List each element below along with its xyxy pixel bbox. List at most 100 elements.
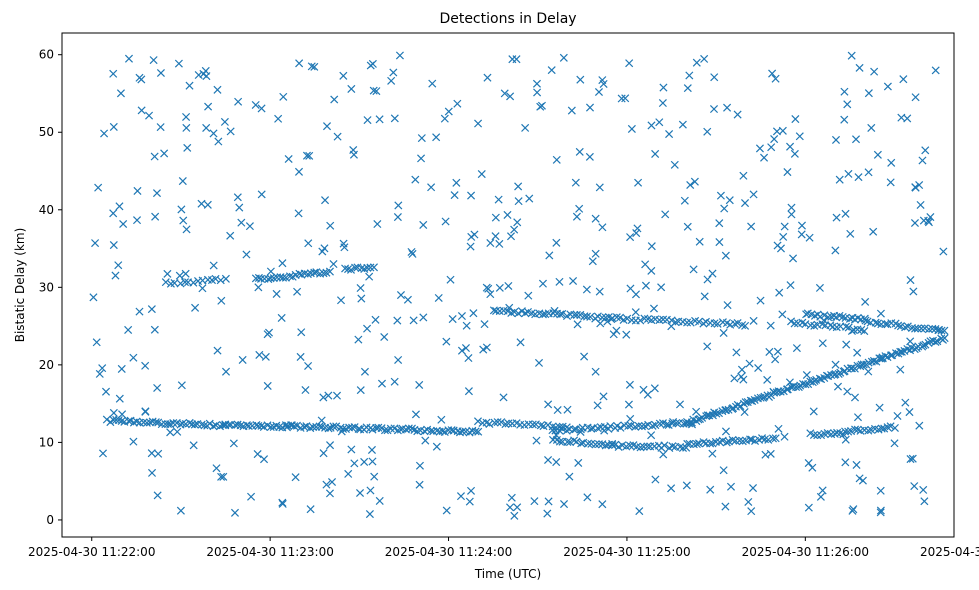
data-point-marker [843,387,852,396]
data-point-marker [598,223,607,232]
data-point-marker [683,439,692,448]
data-point-marker [380,426,390,435]
data-point-marker [878,353,887,362]
data-point-marker [818,339,827,348]
data-point-marker [490,418,499,427]
data-point-marker [683,84,692,93]
data-point-marker [692,407,701,416]
data-point-marker [301,385,310,395]
data-point-marker [939,247,948,256]
data-point-marker [621,94,630,103]
data-point-marker [306,505,315,514]
data-point-marker [689,265,698,274]
data-point-marker [427,183,436,192]
data-point-marker [151,418,160,427]
data-point-marker [864,89,873,98]
data-point-marker [124,417,133,426]
data-point-marker [670,160,679,169]
data-point-marker [816,492,825,501]
data-point-marker [655,118,664,127]
data-point-marker [789,254,798,263]
data-point-marker [839,430,848,439]
data-point-marker [582,285,591,294]
data-point-marker [831,246,840,255]
data-point-marker [500,89,509,98]
data-point-marker [850,393,860,402]
data-point-marker [212,464,221,473]
data-point-marker [296,352,305,361]
data-point-marker [612,326,621,335]
data-point-marker [533,88,542,97]
data-point-marker [647,266,656,275]
data-point-marker [360,457,369,466]
data-point-marker [756,296,765,305]
data-point-marker [888,351,897,360]
data-point-marker [595,287,604,296]
data-point-marker [625,380,634,389]
data-point-marker [861,297,870,306]
y-tick-label: 0 [46,513,54,527]
data-point-marker [600,426,609,435]
data-point-marker [819,316,828,325]
data-point-marker [157,420,166,429]
data-point-marker [229,439,238,448]
data-point-marker [910,482,919,491]
data-point-marker [274,114,283,123]
data-point-marker [495,239,504,248]
data-point-marker [686,318,695,327]
data-point-marker [233,193,242,202]
data-point-marker [373,219,382,229]
data-point-marker [622,330,631,339]
data-point-marker [434,293,443,303]
data-point-marker [109,241,118,250]
data-point-marker [452,178,461,187]
data-point-marker [213,85,222,94]
data-point-marker [109,69,118,78]
data-point-marker [501,420,510,429]
data-point-marker [389,68,398,77]
data-point-marker [612,313,621,322]
data-point-marker [665,130,674,139]
data-point-marker [899,75,908,84]
x-tick-label: 2025-04-30 11:27:00 [920,545,979,559]
data-point-marker [536,421,545,430]
data-point-marker [341,264,350,273]
data-point-marker [831,360,840,369]
data-point-marker [651,475,660,484]
data-point-marker [859,360,868,369]
data-point-marker [740,408,749,417]
data-point-marker [491,232,500,241]
data-point-marker [643,390,652,399]
data-point-marker [386,424,395,433]
data-point-marker [813,431,822,440]
data-point-marker [173,427,182,436]
data-point-marker [450,191,459,200]
data-point-marker [544,497,553,506]
data-point-marker [712,409,721,418]
data-point-marker [133,186,142,195]
data-point-marker [471,427,480,436]
data-point-marker [555,437,564,446]
data-point-marker [149,56,158,65]
data-point-marker [721,427,730,436]
data-point-marker [467,232,476,241]
data-point-marker [377,379,387,388]
data-point-marker [876,508,885,517]
data-point-marker [587,424,596,433]
data-point-marker [833,382,843,391]
data-point-marker [890,439,899,448]
data-point-marker [413,427,422,436]
data-point-marker [194,71,203,80]
data-point-marker [309,423,318,432]
data-point-marker [694,317,703,326]
data-point-marker [747,222,756,231]
data-point-marker [221,274,230,283]
data-point-marker [494,195,503,204]
data-point-marker [491,213,500,222]
data-point-marker [124,54,134,63]
data-point-marker [631,290,641,299]
data-point-marker [747,507,756,516]
data-point-marker [901,398,910,407]
data-point-marker [257,104,266,113]
data-point-marker [156,68,165,78]
